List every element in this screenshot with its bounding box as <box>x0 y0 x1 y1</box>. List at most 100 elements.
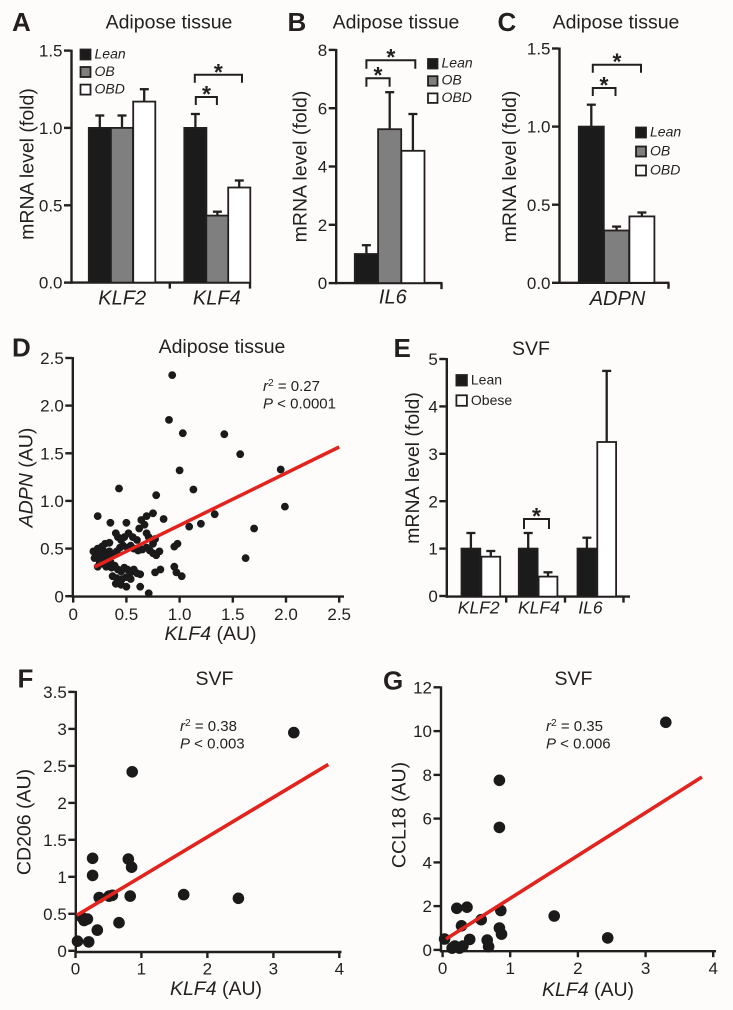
svg-text:D: D <box>12 333 31 363</box>
svg-text:2: 2 <box>203 960 212 979</box>
svg-text:0: 0 <box>423 941 432 960</box>
svg-text:KLF4 (AU): KLF4 (AU) <box>170 978 262 1000</box>
svg-text:5: 5 <box>428 350 437 369</box>
svg-text:P < 0.0001: P < 0.0001 <box>263 396 336 413</box>
svg-text:*: * <box>532 503 541 529</box>
svg-text:KLF4 (AU): KLF4 (AU) <box>542 979 634 1001</box>
svg-text:r2 = 0.27: r2 = 0.27 <box>263 378 320 395</box>
svg-text:12: 12 <box>413 678 432 697</box>
svg-text:0.0: 0.0 <box>527 274 551 293</box>
svg-text:OBD: OBD <box>442 89 472 105</box>
svg-text:C: C <box>498 7 517 37</box>
svg-text:1.0: 1.0 <box>168 605 192 624</box>
svg-text:ADPN: ADPN <box>589 288 646 310</box>
svg-text:CD206 (AU): CD206 (AU) <box>14 769 36 875</box>
svg-text:mRNA level (fold): mRNA level (fold) <box>17 88 39 240</box>
svg-text:3: 3 <box>428 445 437 464</box>
svg-text:1.0: 1.0 <box>527 118 551 137</box>
svg-text:0: 0 <box>71 960 80 979</box>
svg-text:mRNA level (fold): mRNA level (fold) <box>290 91 312 243</box>
svg-text:1.0: 1.0 <box>39 119 63 138</box>
svg-text:2.5: 2.5 <box>40 349 64 368</box>
svg-text:4: 4 <box>708 959 717 978</box>
svg-text:8: 8 <box>318 41 327 60</box>
svg-text:OB: OB <box>442 72 462 88</box>
svg-text:1.0: 1.0 <box>40 492 64 511</box>
svg-text:3: 3 <box>641 959 650 978</box>
svg-text:0: 0 <box>57 942 66 961</box>
svg-text:P < 0.006: P < 0.006 <box>546 736 611 753</box>
svg-text:KLF4 (AU): KLF4 (AU) <box>164 623 256 645</box>
svg-text:Lean: Lean <box>95 46 126 62</box>
svg-text:E: E <box>394 333 411 363</box>
svg-text:6: 6 <box>318 99 327 118</box>
svg-text:OB: OB <box>95 63 115 79</box>
svg-text:r2 = 0.35: r2 = 0.35 <box>546 718 603 735</box>
svg-text:*: * <box>374 62 383 88</box>
svg-text:0.5: 0.5 <box>39 196 63 215</box>
svg-text:0: 0 <box>428 587 437 606</box>
svg-text:CCL18 (AU): CCL18 (AU) <box>389 762 411 868</box>
svg-text:3: 3 <box>269 960 278 979</box>
svg-text:SVF: SVF <box>512 338 550 360</box>
svg-text:2: 2 <box>423 897 432 916</box>
svg-text:KLF2: KLF2 <box>458 598 500 618</box>
svg-text:0: 0 <box>438 959 447 978</box>
svg-text:1.5: 1.5 <box>40 444 64 463</box>
svg-text:1: 1 <box>505 959 514 978</box>
svg-text:Lean: Lean <box>650 124 681 140</box>
svg-text:2.5: 2.5 <box>327 605 351 624</box>
svg-text:F: F <box>18 664 34 694</box>
svg-text:KLF2: KLF2 <box>98 288 146 310</box>
svg-text:Adipose tissue: Adipose tissue <box>106 12 233 34</box>
svg-text:1: 1 <box>57 868 66 887</box>
svg-text:8: 8 <box>423 766 432 785</box>
svg-text:0.5: 0.5 <box>115 605 139 624</box>
svg-text:2: 2 <box>573 959 582 978</box>
svg-text:mRNA level (fold): mRNA level (fold) <box>402 392 424 544</box>
svg-text:2: 2 <box>57 794 66 813</box>
svg-text:*: * <box>202 81 211 107</box>
svg-text:Obese: Obese <box>471 392 512 408</box>
svg-text:0.5: 0.5 <box>43 905 67 924</box>
svg-text:*: * <box>600 72 609 98</box>
svg-text:IL6: IL6 <box>379 287 408 309</box>
svg-text:ADPN (AU): ADPN (AU) <box>16 428 38 529</box>
svg-text:*: * <box>386 44 395 70</box>
svg-text:SVF: SVF <box>196 668 234 690</box>
svg-text:A: A <box>12 7 31 37</box>
svg-text:0: 0 <box>68 605 77 624</box>
svg-text:4: 4 <box>423 854 432 873</box>
svg-text:1: 1 <box>137 960 146 979</box>
svg-text:1.5: 1.5 <box>39 42 63 61</box>
svg-text:1.5: 1.5 <box>43 831 67 850</box>
svg-text:G: G <box>383 666 403 696</box>
svg-text:0: 0 <box>318 274 327 293</box>
svg-text:KLF4: KLF4 <box>518 598 560 618</box>
svg-text:4: 4 <box>318 158 327 177</box>
svg-text:KLF4: KLF4 <box>193 288 241 310</box>
svg-text:mRNA level (fold): mRNA level (fold) <box>499 91 521 243</box>
svg-text:10: 10 <box>413 722 432 741</box>
svg-text:2.0: 2.0 <box>274 605 298 624</box>
svg-text:*: * <box>613 49 622 75</box>
svg-text:Adipose tissue: Adipose tissue <box>553 12 680 34</box>
svg-text:OBD: OBD <box>650 162 680 178</box>
svg-text:P < 0.003: P < 0.003 <box>180 736 245 753</box>
svg-text:4: 4 <box>335 960 344 979</box>
svg-text:0: 0 <box>54 587 63 606</box>
svg-text:r2 = 0.38: r2 = 0.38 <box>180 718 237 735</box>
svg-text:IL6: IL6 <box>578 598 603 618</box>
svg-text:4: 4 <box>428 398 437 417</box>
svg-text:2: 2 <box>318 216 327 235</box>
svg-text:Lean: Lean <box>442 55 473 71</box>
svg-text:2: 2 <box>428 492 437 511</box>
svg-text:OBD: OBD <box>95 81 125 97</box>
svg-text:1: 1 <box>428 540 437 559</box>
svg-text:0.5: 0.5 <box>527 196 551 215</box>
svg-text:Lean: Lean <box>471 372 502 388</box>
svg-text:B: B <box>288 7 307 37</box>
svg-text:3.5: 3.5 <box>43 683 67 702</box>
svg-text:0.5: 0.5 <box>40 540 64 559</box>
svg-text:OB: OB <box>650 143 670 159</box>
